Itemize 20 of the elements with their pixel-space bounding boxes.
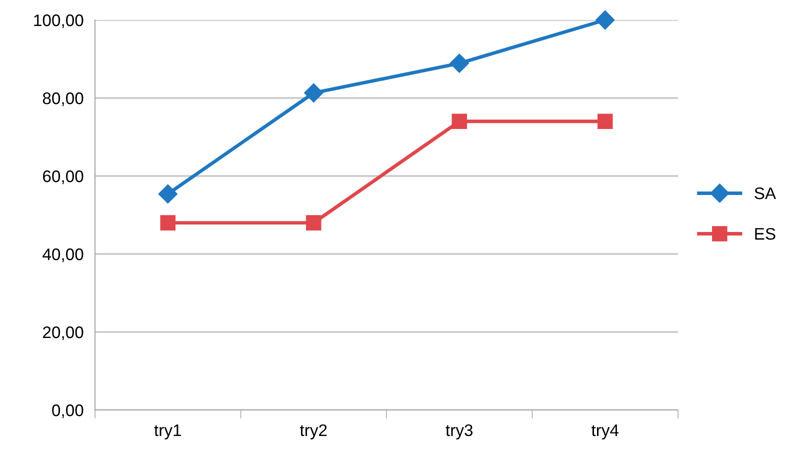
point [158,184,178,204]
point [304,83,324,102]
x-tick-label: try3 [446,424,473,440]
point [306,215,322,230]
y-tick-label: 80,00 [42,92,84,106]
point [597,114,613,130]
legend-label: ES [755,228,776,240]
point [450,54,469,73]
point [596,10,615,30]
x-tick-label: try1 [154,424,181,440]
x-tick-label: try2 [300,424,327,440]
y-tick-label: 100,00 [34,14,84,28]
legend-label: SA [754,187,776,200]
x-tick-label: try4 [591,424,619,440]
y-tick-label: 20,00 [43,326,84,340]
y-tick-label: 40,00 [42,248,84,262]
y-tick-label: 0,00 [52,404,84,418]
point [452,114,468,130]
point [160,215,176,230]
y-tick-label: 60,00 [43,170,84,184]
